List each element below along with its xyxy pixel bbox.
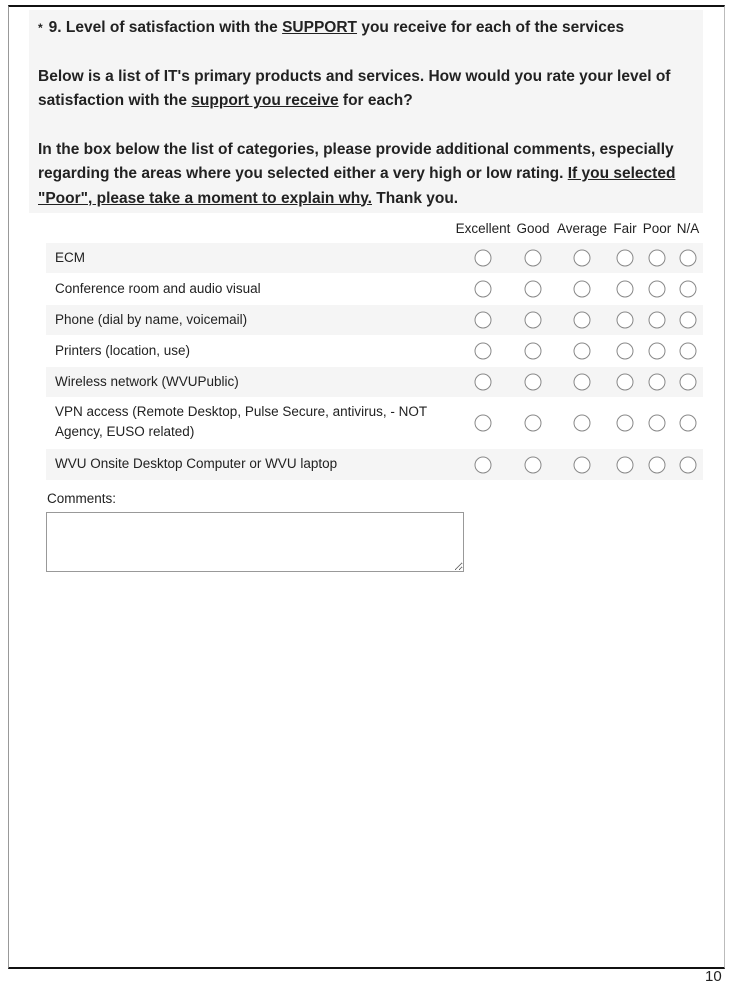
radio-good[interactable] bbox=[524, 414, 542, 432]
radio-average[interactable] bbox=[573, 311, 591, 329]
radio-good[interactable] bbox=[524, 342, 542, 360]
radio-poor[interactable] bbox=[648, 311, 666, 329]
row-label: Phone (dial by name, voicemail) bbox=[55, 312, 248, 327]
instr-emphasis: If you selected "Poor", please take a mo… bbox=[38, 165, 676, 207]
radio-poor[interactable] bbox=[648, 414, 666, 432]
column-header: N/A bbox=[676, 221, 700, 236]
column-header: Good bbox=[516, 221, 550, 236]
radio-na[interactable] bbox=[679, 414, 697, 432]
page-frame bbox=[8, 5, 725, 969]
title-text: 9. Level of satisfaction with the bbox=[48, 19, 283, 36]
radio-poor[interactable] bbox=[648, 280, 666, 298]
column-header: Excellent bbox=[455, 221, 511, 236]
question-instructions: In the box below the list of categories,… bbox=[38, 138, 694, 212]
radio-excellent[interactable] bbox=[474, 342, 492, 360]
table-row: Printers (location, use) bbox=[46, 336, 703, 366]
radio-average[interactable] bbox=[573, 456, 591, 473]
radio-na[interactable] bbox=[679, 373, 697, 391]
radio-good[interactable] bbox=[524, 311, 542, 329]
radio-poor[interactable] bbox=[648, 456, 666, 473]
required-marker: * bbox=[38, 21, 43, 35]
desc-emphasis: support you receive bbox=[191, 92, 339, 109]
table-row: Phone (dial by name, voicemail) bbox=[46, 305, 703, 335]
radio-na[interactable] bbox=[679, 311, 697, 329]
table-row: WVU Onsite Desktop Computer or WVU lapto… bbox=[46, 449, 703, 480]
row-label: Conference room and audio visual bbox=[55, 281, 261, 296]
row-label: WVU Onsite Desktop Computer or WVU lapto… bbox=[55, 456, 338, 471]
radio-na[interactable] bbox=[679, 249, 697, 267]
table-row: Wireless network (WVUPublic) bbox=[46, 367, 703, 397]
radio-excellent[interactable] bbox=[474, 311, 492, 329]
radio-average[interactable] bbox=[573, 342, 591, 360]
radio-fair[interactable] bbox=[616, 373, 634, 391]
radio-good[interactable] bbox=[524, 280, 542, 298]
question-title: * 9. Level of satisfaction with the SUPPO… bbox=[38, 16, 694, 41]
radio-average[interactable] bbox=[573, 373, 591, 391]
desc-text: Below is a list of IT's primary products… bbox=[38, 67, 671, 110]
question-description: Below is a list of IT's primary products… bbox=[38, 65, 694, 114]
radio-average[interactable] bbox=[573, 280, 591, 298]
radio-excellent[interactable] bbox=[474, 280, 492, 298]
column-header: Fair bbox=[613, 221, 637, 236]
radio-fair[interactable] bbox=[616, 414, 634, 432]
radio-good[interactable] bbox=[524, 249, 542, 267]
comments-label: Comments: bbox=[47, 491, 117, 506]
row-label: ECM bbox=[55, 250, 85, 265]
title-emphasis: SUPPORT bbox=[282, 19, 358, 36]
radio-average[interactable] bbox=[573, 414, 591, 432]
radio-excellent[interactable] bbox=[474, 414, 492, 432]
row-label: VPN access (Remote Desktop, Pulse Secure… bbox=[55, 404, 427, 439]
radio-poor[interactable] bbox=[648, 373, 666, 391]
question-header: * 9. Level of satisfaction with the SUPPO… bbox=[29, 10, 703, 213]
radio-fair[interactable] bbox=[616, 249, 634, 267]
table-row: Conference room and audio visual bbox=[46, 274, 703, 304]
radio-good[interactable] bbox=[524, 373, 542, 391]
row-label: Printers (location, use) bbox=[55, 343, 191, 358]
radio-fair[interactable] bbox=[616, 311, 634, 329]
instr-text: In the box below the list of categories,… bbox=[38, 140, 674, 183]
row-label: Wireless network (WVUPublic) bbox=[55, 374, 239, 389]
radio-na[interactable] bbox=[679, 456, 697, 473]
title-text-end: you receive for each of the services bbox=[357, 19, 625, 36]
radio-na[interactable] bbox=[679, 280, 697, 298]
radio-fair[interactable] bbox=[616, 456, 634, 473]
radio-na[interactable] bbox=[679, 342, 697, 360]
radio-poor[interactable] bbox=[648, 249, 666, 267]
column-header: Poor bbox=[642, 221, 672, 236]
radio-excellent[interactable] bbox=[474, 373, 492, 391]
column-header: Average bbox=[556, 221, 608, 236]
page-number: 10 bbox=[705, 968, 722, 985]
radio-fair[interactable] bbox=[616, 280, 634, 298]
table-row: ECM bbox=[46, 243, 703, 273]
radio-average[interactable] bbox=[573, 249, 591, 267]
desc-text-end: for each? bbox=[338, 92, 413, 109]
radio-fair[interactable] bbox=[616, 342, 634, 360]
table-row: VPN access (Remote Desktop, Pulse Secure… bbox=[46, 398, 703, 448]
comments-input[interactable] bbox=[46, 512, 464, 572]
radio-excellent[interactable] bbox=[474, 249, 492, 267]
instr-text-end: Thank you. bbox=[371, 189, 459, 207]
radio-good[interactable] bbox=[524, 456, 542, 473]
radio-excellent[interactable] bbox=[474, 456, 492, 473]
radio-poor[interactable] bbox=[648, 342, 666, 360]
